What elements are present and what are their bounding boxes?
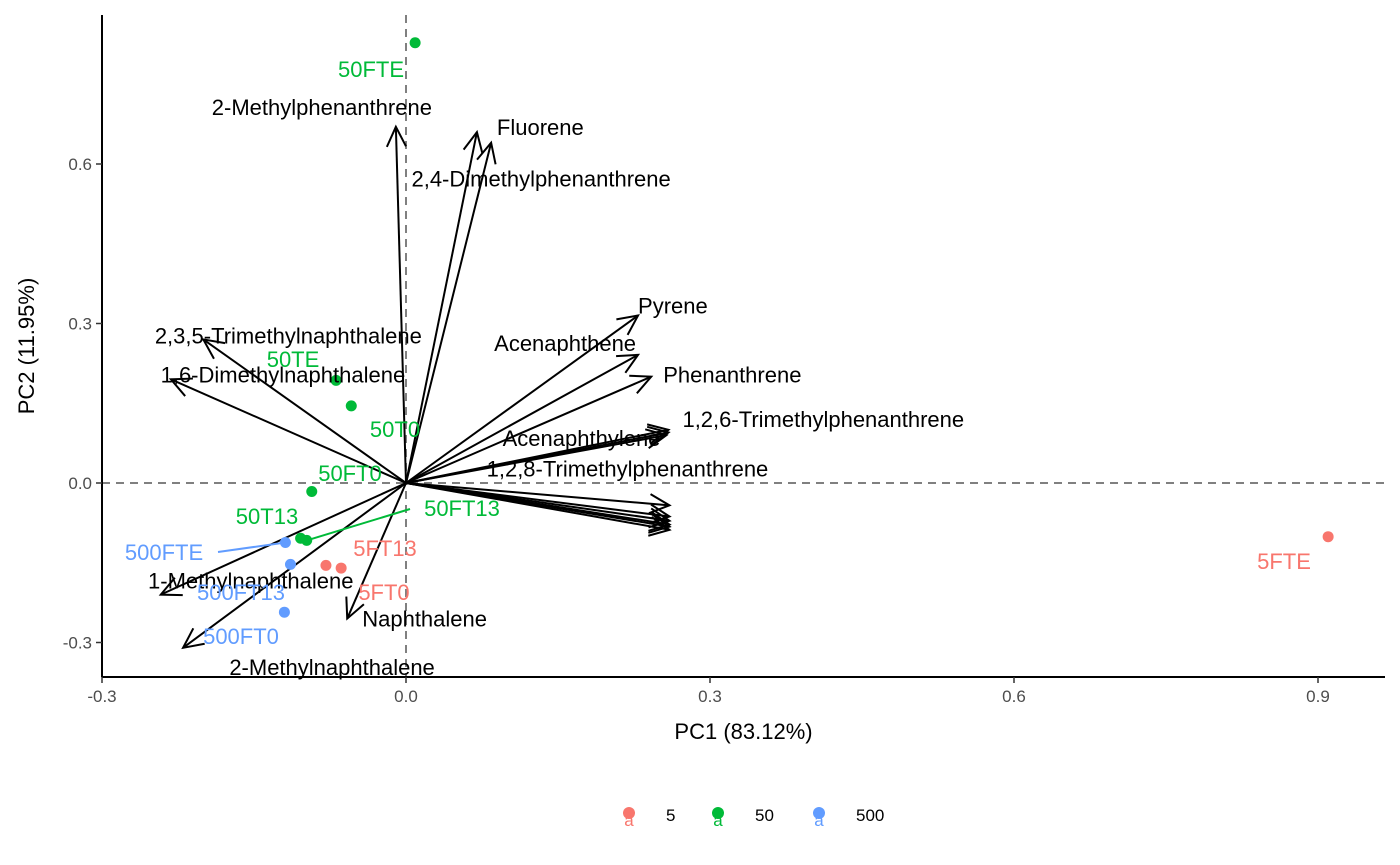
legend-item-500: a 500 xyxy=(813,806,884,830)
legend-label: 50 xyxy=(755,806,774,825)
loading-arrow-acenaphthene xyxy=(405,353,641,484)
loading-label-pyrene: Pyrene xyxy=(638,294,708,319)
point-50ft0 xyxy=(306,486,318,498)
loading-label-acenaphthene: Acenaphthene xyxy=(494,331,636,356)
point-500fte xyxy=(279,537,291,549)
x-tick-label: 0.9 xyxy=(1306,687,1330,706)
legend-key-glyph: a xyxy=(814,811,824,830)
point-label-500ft0: 500FT0 xyxy=(203,624,279,649)
reference-lines xyxy=(102,15,1385,677)
x-tick-label: 0.3 xyxy=(698,687,722,706)
loading-arrow-2-4-dimethylphenanthrene xyxy=(405,140,497,484)
point-label-50ft13: 50FT13 xyxy=(424,496,500,521)
point-label-50te: 50TE xyxy=(267,347,320,372)
point-50fte xyxy=(409,37,421,49)
loading-label-1-2-8-trimethylphenanthrene: 1,2,8-Trimethylphenanthrene xyxy=(487,456,769,481)
loading-arrow-naphthalene xyxy=(345,482,407,621)
point-label-5ft0: 5FT0 xyxy=(358,580,409,605)
legend-key-glyph: a xyxy=(624,811,634,830)
legend-key xyxy=(623,807,635,819)
loading-arrows xyxy=(158,124,672,650)
legend-item-50: a 50 xyxy=(712,806,774,830)
legend-label: 5 xyxy=(666,806,675,825)
loading-label-2-methylnaphthalene: 2-Methylnaphthalene xyxy=(229,655,434,680)
point-5fte xyxy=(1322,531,1334,543)
loading-label-naphthalene: Naphthalene xyxy=(362,607,487,632)
sample-points xyxy=(217,37,1334,618)
x-tick-label: 0.6 xyxy=(1002,687,1026,706)
point-label-5fte: 5FTE xyxy=(1257,549,1311,574)
loading-label-1-6-dimethylnaphthalene: 1,6-Dimethylnaphthalene xyxy=(161,362,406,387)
loading-label-fluorene: Fluorene xyxy=(497,115,584,140)
legend-key xyxy=(813,807,825,819)
leader-line-50ft13 xyxy=(306,508,411,542)
legend-key-glyph: a xyxy=(713,811,723,830)
x-tick-label: 0.0 xyxy=(394,687,418,706)
loading-arrow-phenanthrene xyxy=(405,374,654,484)
point-label-500ft13: 500FT13 xyxy=(197,580,285,605)
loading-arrow-2-methylphenanthrene xyxy=(385,124,407,484)
point-5ft0 xyxy=(335,562,347,574)
point-label-50fte: 50FTE xyxy=(338,57,404,82)
loading-arrow-2-3-5-trimethylnaphthalene xyxy=(201,338,407,484)
x-axis-title: PC1 (83.12%) xyxy=(674,719,812,744)
y-tick-label: 0.6 xyxy=(68,155,92,174)
y-tick-label: 0.0 xyxy=(68,474,92,493)
point-50t0 xyxy=(345,400,357,412)
point-500ft13 xyxy=(284,558,296,570)
loading-arrow-16 xyxy=(405,482,672,537)
loading-label-phenanthrene: Phenanthrene xyxy=(663,363,801,388)
loading-labels: 2-Methylphenanthrene Fluorene 2,4-Dimethyl… xyxy=(148,95,964,680)
loading-label-1-2-6-trimethylphenanthrene: 1,2,6-Trimethylphenanthrene xyxy=(682,407,964,432)
y-tick-label: 0.3 xyxy=(68,315,92,334)
leader-line-500fte xyxy=(217,541,286,553)
loading-arrow-pyrene xyxy=(405,314,640,484)
legend-key xyxy=(712,807,724,819)
loading-arrow-1-6-dimethylnaphthalene xyxy=(168,377,407,484)
point-50te xyxy=(330,374,342,386)
loading-label-1-methylnaphthalene: 1-Methylnaphthalene xyxy=(148,569,353,594)
y-axis-title: PC2 (11.95%) xyxy=(14,278,39,415)
legend-label: 500 xyxy=(856,806,884,825)
loading-arrow-fluorene xyxy=(405,129,484,484)
legend: a 5 a 50 a 500 xyxy=(623,806,884,830)
point-label-50t0: 50T0 xyxy=(370,417,420,442)
point-label-50ft0: 50FT0 xyxy=(318,461,382,486)
sample-labels: 5FTE 5FT13 5FT0 50FTE 50TE 50T0 50FT0 50T13 50FT… xyxy=(125,57,1311,649)
loading-label-2-methylphenanthrene: 2-Methylphenanthrene xyxy=(212,95,432,120)
point-label-500fte: 500FTE xyxy=(125,540,203,565)
loading-label-2-4-dimethylphenanthrene: 2,4-Dimethylphenanthrene xyxy=(411,167,670,192)
point-label-5ft13: 5FT13 xyxy=(353,536,417,561)
point-500ft0 xyxy=(278,606,290,618)
point-5ft13 xyxy=(320,559,332,571)
loading-label-acenaphthylene: Acenaphthylene xyxy=(503,426,661,451)
y-tick-label: -0.3 xyxy=(63,634,92,653)
x-tick-label: -0.3 xyxy=(87,687,116,706)
loading-arrow-1-2-8-trimethylphenanthrene xyxy=(405,425,671,484)
loading-label-2-3-5-trimethylnaphthalene: 2,3,5-Trimethylnaphthalene xyxy=(155,323,422,348)
point-50ft13 xyxy=(301,534,313,546)
axes: -0.3 0.0 0.3 0.6 0.9 -0.3 0.0 0.3 0.6 xyxy=(63,15,1385,706)
point-label-50t13: 50T13 xyxy=(236,504,298,529)
